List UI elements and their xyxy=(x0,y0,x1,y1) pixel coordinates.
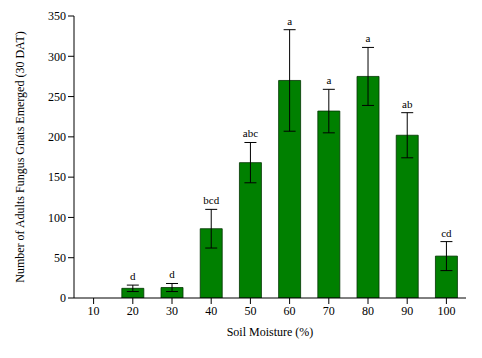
svg-text:Soil Moisture (%): Soil Moisture (%) xyxy=(227,325,314,339)
svg-text:20: 20 xyxy=(127,304,139,318)
svg-text:40: 40 xyxy=(205,304,217,318)
svg-text:ab: ab xyxy=(402,98,413,110)
svg-text:d: d xyxy=(130,270,136,282)
svg-text:90: 90 xyxy=(401,304,413,318)
svg-text:200: 200 xyxy=(48,130,66,144)
svg-text:100: 100 xyxy=(48,211,66,225)
svg-text:70: 70 xyxy=(323,304,335,318)
svg-text:a: a xyxy=(326,74,331,86)
svg-text:a: a xyxy=(287,15,292,27)
svg-text:abc: abc xyxy=(243,127,258,139)
svg-text:50: 50 xyxy=(54,251,66,265)
svg-text:350: 350 xyxy=(48,9,66,23)
svg-text:50: 50 xyxy=(244,304,256,318)
svg-text:bcd: bcd xyxy=(203,194,219,206)
svg-text:100: 100 xyxy=(437,304,455,318)
svg-text:80: 80 xyxy=(362,304,374,318)
svg-text:0: 0 xyxy=(60,291,66,305)
svg-text:d: d xyxy=(169,268,175,280)
svg-text:10: 10 xyxy=(88,304,100,318)
svg-text:60: 60 xyxy=(284,304,296,318)
svg-text:250: 250 xyxy=(48,90,66,104)
svg-text:a: a xyxy=(366,32,371,44)
svg-text:300: 300 xyxy=(48,50,66,64)
svg-text:150: 150 xyxy=(48,170,66,184)
svg-text:Number of Adults Fungus Gnats: Number of Adults Fungus Gnats Emerged (3… xyxy=(13,31,27,282)
svg-text:30: 30 xyxy=(166,304,178,318)
svg-text:cd: cd xyxy=(441,227,452,239)
